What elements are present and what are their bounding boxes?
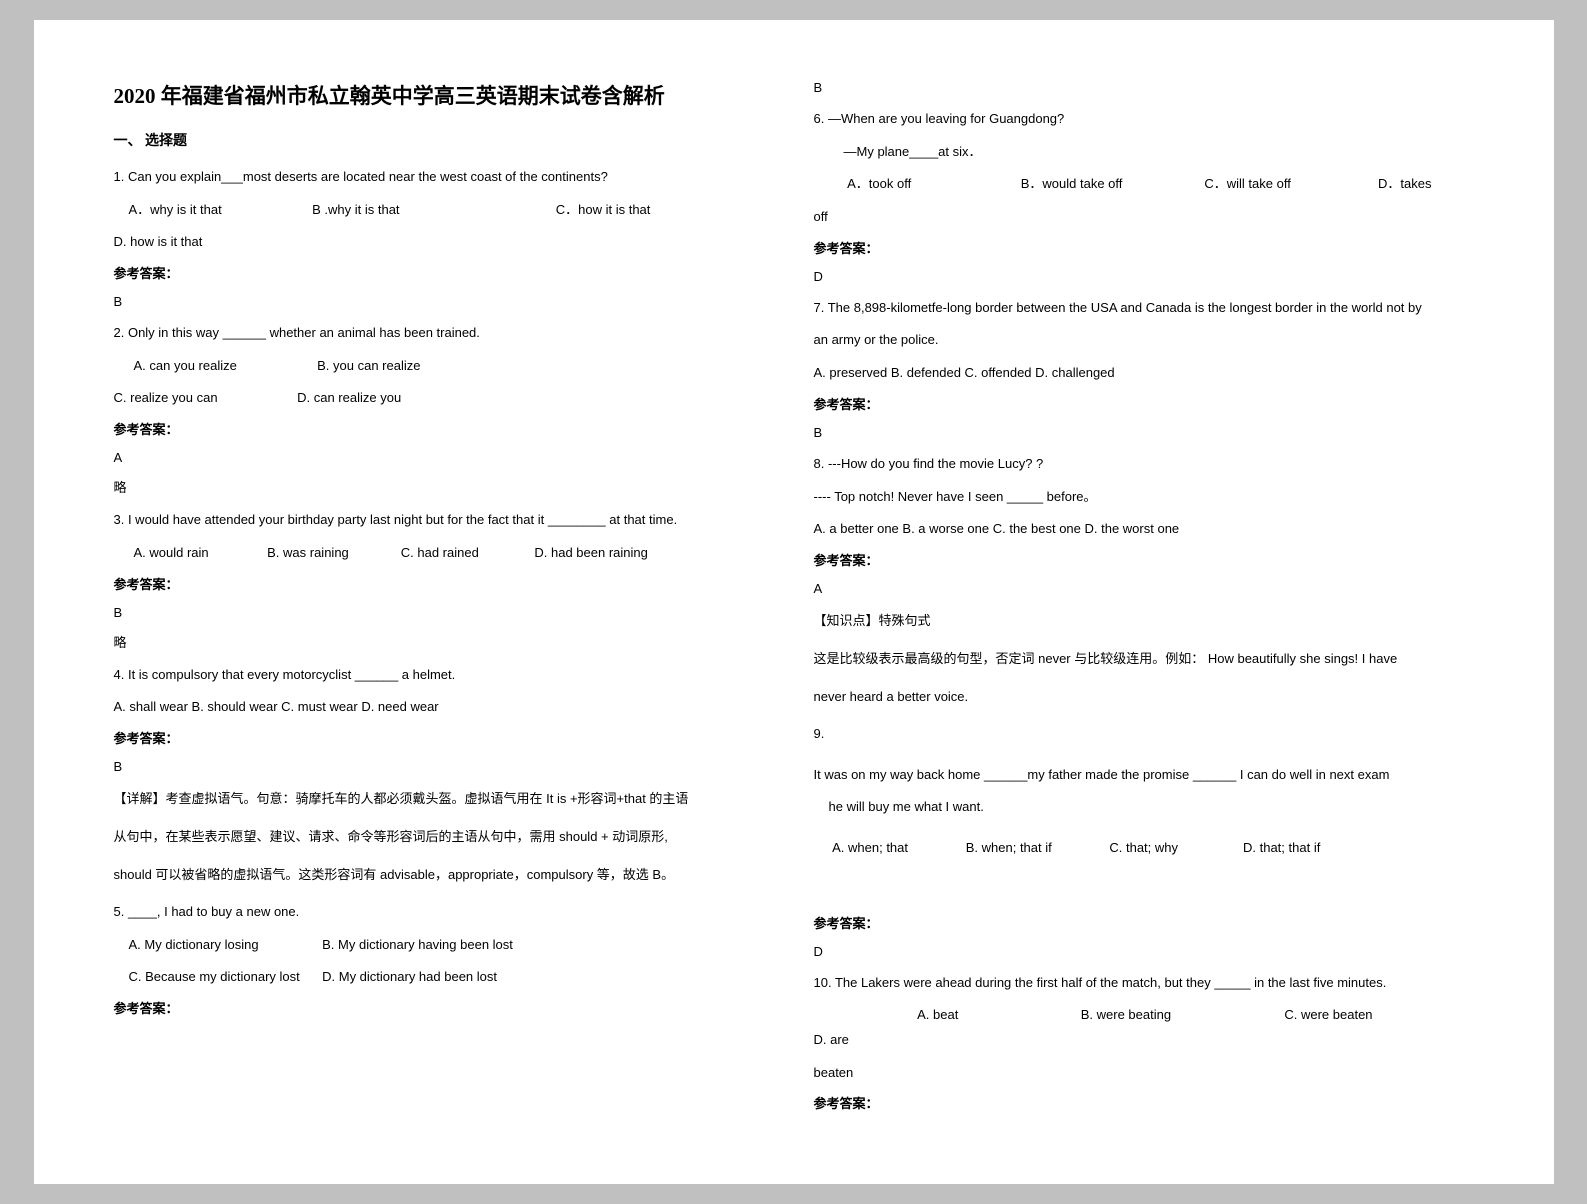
q9-opt-a: A. when; that (832, 836, 962, 861)
q5-options-row1: A. My dictionary losing B. My dictionary… (114, 933, 774, 958)
q2-brief: 略 (114, 477, 774, 496)
answer-label: 参考答案： (114, 574, 774, 593)
q1-options-row1: A．why is it that B .why it is that C．how… (114, 198, 774, 223)
q9-text2: he will buy me what I want. (814, 795, 1474, 820)
q10-opt-d: D. are (814, 1032, 849, 1047)
q5-opt-d: D. My dictionary had been lost (322, 969, 497, 984)
q7-text1: 7. The 8,898-kilometfe-long border betwe… (814, 296, 1474, 321)
q1-opt-a: A．why is it that (129, 198, 309, 223)
right-column: B 6. —When are you leaving for Guangdong… (814, 80, 1474, 1124)
q3-opt-b: B. was raining (267, 541, 397, 566)
q4-options: A. shall wear B. should wear C. must wea… (114, 695, 774, 720)
q6-opt-a: A．took off (847, 172, 1017, 197)
q1-opt-b: B .why it is that (312, 198, 552, 223)
page-title: 2020 年福建省福州市私立翰英中学高三英语期末试卷含解析 (114, 80, 774, 110)
q6-opt-b: B．would take off (1021, 172, 1201, 197)
q9-opt-b: B. when; that if (966, 836, 1106, 861)
q6-opt-c: C．will take off (1204, 172, 1374, 197)
q2-answer: A (114, 450, 774, 465)
q5-opt-b: B. My dictionary having been lost (322, 937, 513, 952)
q6-options: A．took off B．would take off C．will take … (814, 172, 1474, 197)
q9-num: 9. (814, 722, 1474, 747)
q8-exp2: 这是比较级表示最高级的句型，否定词 never 与比较级连用。例如： How b… (814, 646, 1474, 672)
q7-answer: B (814, 425, 1474, 440)
answer-label: 参考答案： (114, 998, 774, 1017)
answer-label: 参考答案： (814, 238, 1474, 257)
q5-text: 5. ____, I had to buy a new one. (114, 900, 774, 925)
q4-text: 4. It is compulsory that every motorcycl… (114, 663, 774, 688)
q3-options: A. would rain B. was raining C. had rain… (114, 541, 774, 566)
q4-answer: B (114, 759, 774, 774)
q5-answer: B (814, 80, 1474, 95)
section-header: 一、 选择题 (114, 130, 774, 150)
q2-opt-b: B. you can realize (317, 358, 420, 373)
q2-text: 2. Only in this way ______ whether an an… (114, 321, 774, 346)
q4-exp1: 【详解】考查虚拟语气。句意：骑摩托车的人都必须戴头盔。虚拟语气用在 It is … (114, 786, 774, 812)
q4-exp3: should 可以被省略的虚拟语气。这类形容词有 advisable，appro… (114, 862, 774, 888)
answer-label: 参考答案： (114, 263, 774, 282)
q3-brief: 略 (114, 632, 774, 651)
q1-text: 1. Can you explain___most deserts are lo… (114, 165, 774, 190)
q9-options: A. when; that B. when; that if C. that; … (814, 836, 1474, 861)
q7-text2: an army or the police. (814, 328, 1474, 353)
q8-text2: ---- Top notch! Never have I seen _____ … (814, 485, 1474, 510)
q2-opt-a: A. can you realize (134, 354, 314, 379)
answer-label: 参考答案： (814, 1093, 1474, 1112)
q9-opt-d: D. that; that if (1243, 840, 1320, 855)
q2-opt-c: C. realize you can (114, 386, 294, 411)
q3-answer: B (114, 605, 774, 620)
q7-options: A. preserved B. defended C. offended D. … (814, 361, 1474, 386)
q5-options-row2: C. Because my dictionary lost D. My dict… (114, 965, 774, 990)
q6-text2: —My plane____at six． (814, 140, 1474, 165)
q8-text1: 8. ---How do you find the movie Lucy? ? (814, 452, 1474, 477)
q2-options-row1: A. can you realize B. you can realize (114, 354, 774, 379)
q1-opt-c: C．how it is that (556, 202, 651, 217)
q10-text: 10. The Lakers were ahead during the fir… (814, 971, 1474, 996)
q10-opt-b: B. were beating (1081, 1003, 1281, 1028)
q6-opt-d2: off (814, 205, 1474, 230)
q9-text1: It was on my way back home ______my fath… (814, 763, 1474, 788)
q8-exp3: never heard a better voice. (814, 684, 1474, 710)
q5-opt-c: C. Because my dictionary lost (129, 965, 319, 990)
q6-opt-d: D．takes (1378, 176, 1431, 191)
q3-text: 3. I would have attended your birthday p… (114, 508, 774, 533)
q6-answer: D (814, 269, 1474, 284)
q3-opt-c: C. had rained (401, 541, 531, 566)
answer-label: 参考答案： (814, 913, 1474, 932)
q10-opt-a: A. beat (917, 1003, 1077, 1028)
q2-opt-d: D. can realize you (297, 390, 401, 405)
q8-answer: A (814, 581, 1474, 596)
q9-answer: D (814, 944, 1474, 959)
q5-opt-a: A. My dictionary losing (129, 933, 319, 958)
q9-opt-c: C. that; why (1109, 836, 1239, 861)
q1-opt-d: D. how is it that (114, 230, 774, 255)
left-column: 2020 年福建省福州市私立翰英中学高三英语期末试卷含解析 一、 选择题 1. … (114, 80, 774, 1124)
q10-opt-c: C. were beaten (1284, 1003, 1464, 1028)
q1-answer: B (114, 294, 774, 309)
q10-opt-d2: beaten (814, 1061, 1474, 1086)
q10-options: A. beat B. were beating C. were beaten D… (814, 1003, 1474, 1052)
q3-opt-d: D. had been raining (534, 545, 647, 560)
q6-text1: 6. —When are you leaving for Guangdong? (814, 107, 1474, 132)
q4-exp2: 从句中，在某些表示愿望、建议、请求、命令等形容词后的主语从句中，需用 shoul… (114, 824, 774, 850)
exam-page: 2020 年福建省福州市私立翰英中学高三英语期末试卷含解析 一、 选择题 1. … (34, 20, 1554, 1184)
answer-label: 参考答案： (114, 728, 774, 747)
answer-label: 参考答案： (114, 419, 774, 438)
q8-exp1: 【知识点】特殊句式 (814, 608, 1474, 634)
answer-label: 参考答案： (814, 550, 1474, 569)
q8-options: A. a better one B. a worse one C. the be… (814, 517, 1474, 542)
q3-opt-a: A. would rain (134, 541, 264, 566)
answer-label: 参考答案： (814, 394, 1474, 413)
q2-options-row2: C. realize you can D. can realize you (114, 386, 774, 411)
